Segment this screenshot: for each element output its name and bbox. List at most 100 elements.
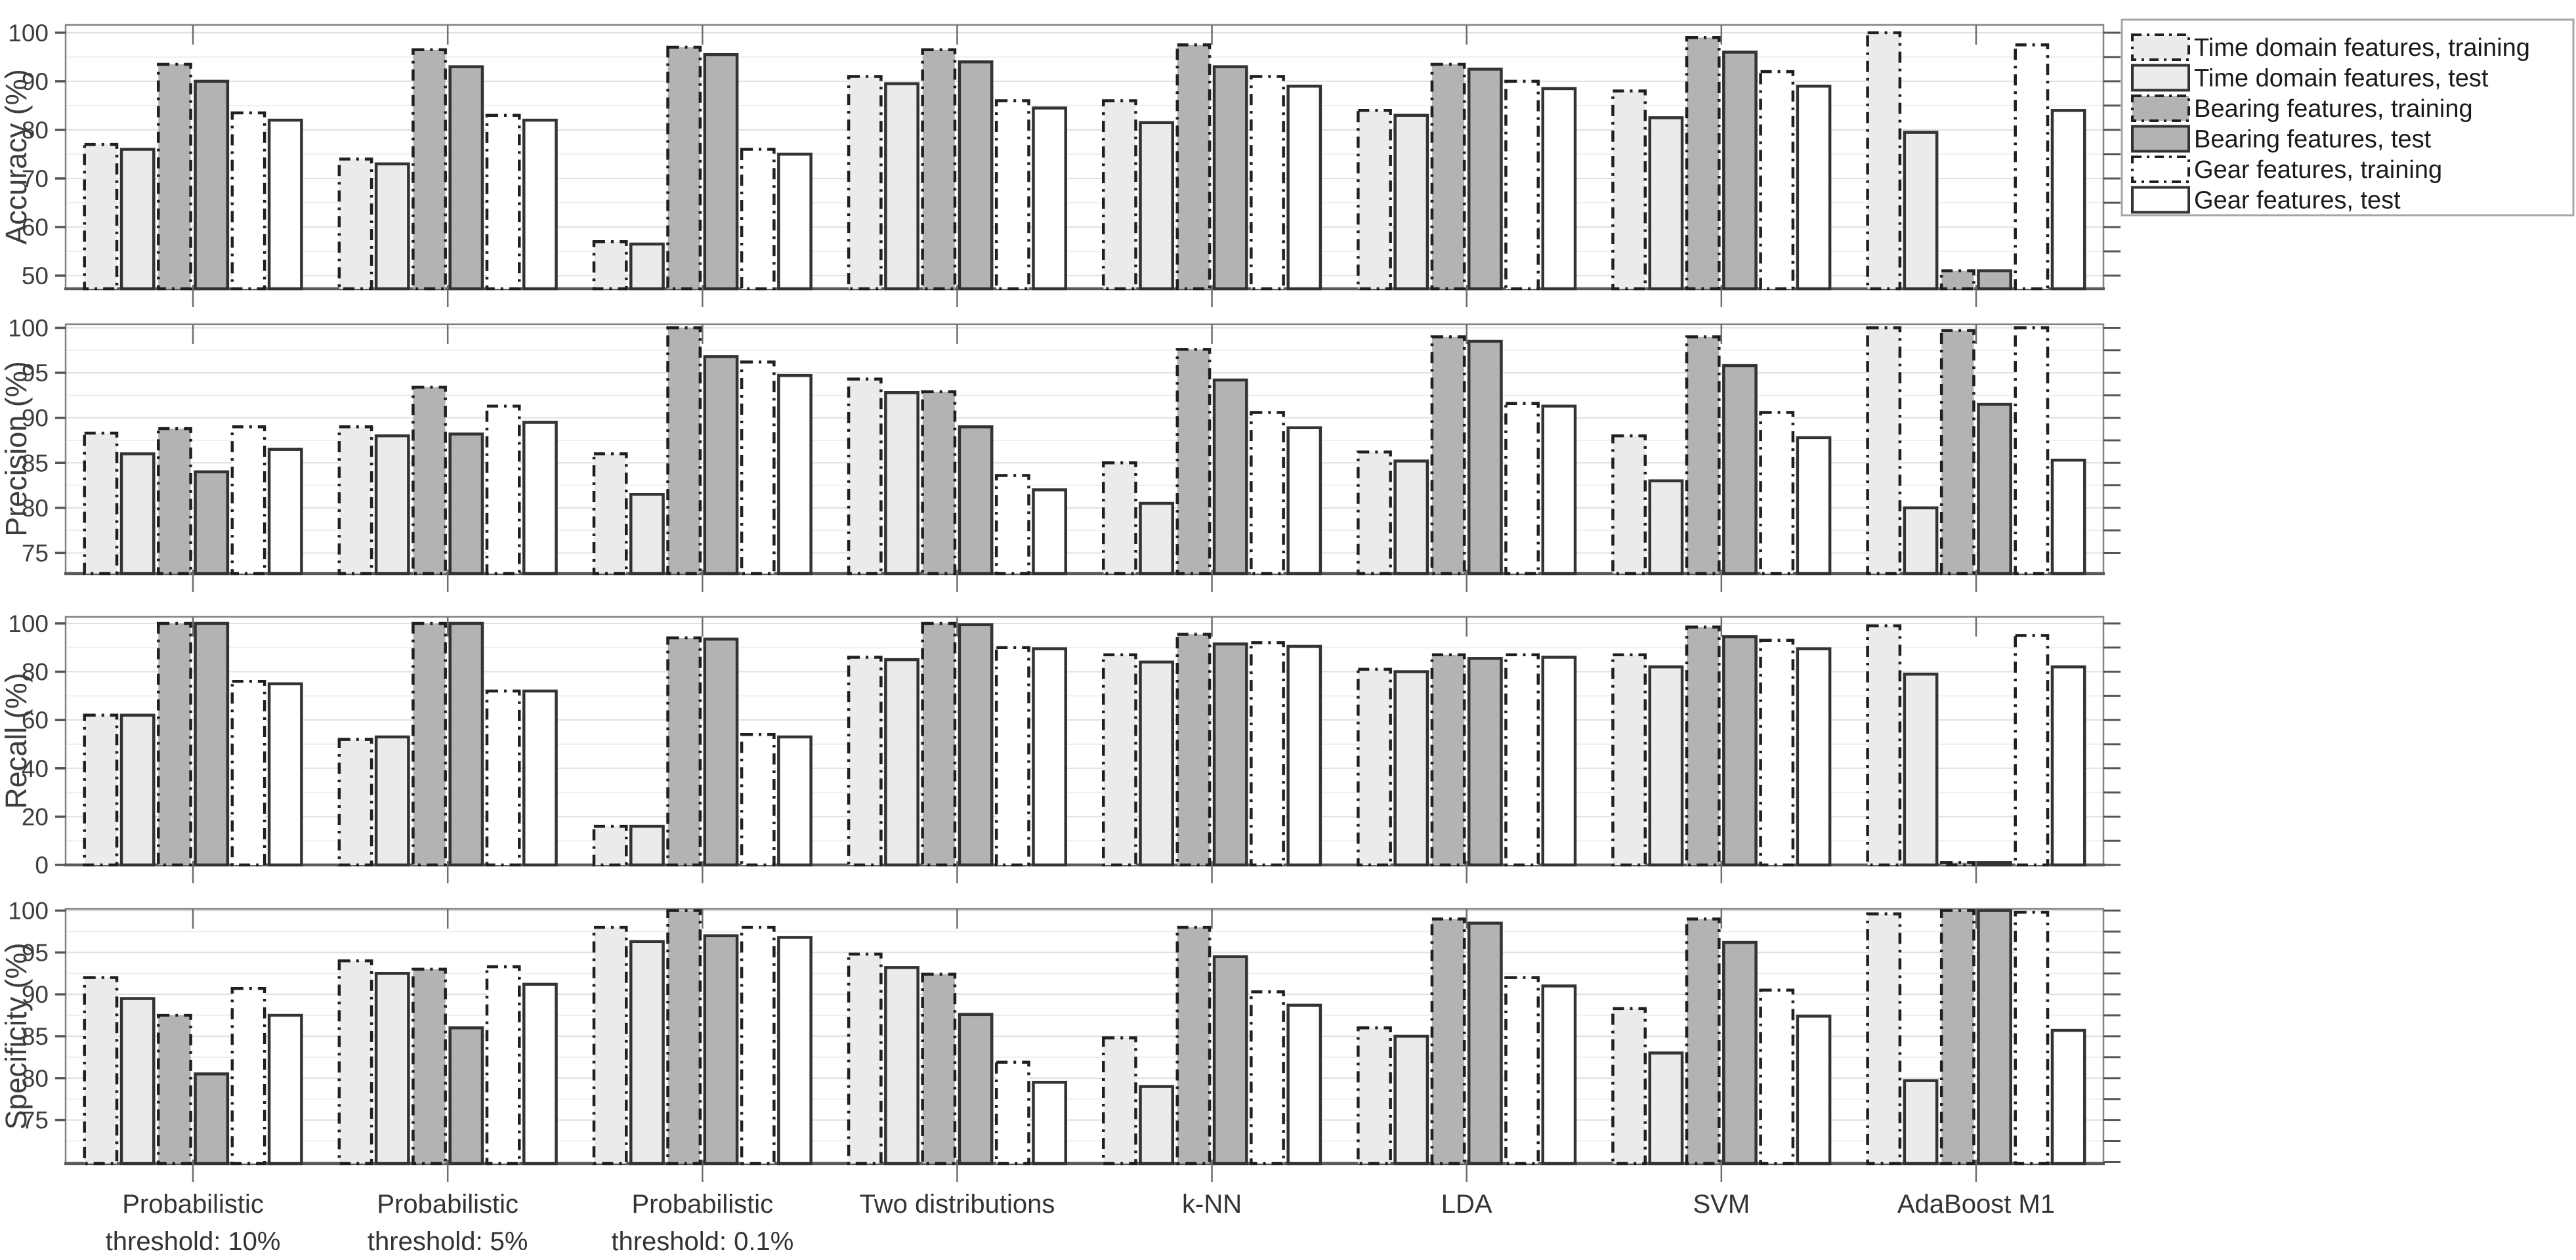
bar	[1504, 976, 1540, 1166]
bar	[847, 952, 883, 1166]
legend-entry-label: Gear features, training	[2194, 156, 2442, 184]
bar	[1101, 1036, 1137, 1166]
y-tick-label: 90	[22, 405, 49, 432]
bar	[1032, 1080, 1068, 1166]
x-category-label: threshold: 10%	[106, 1227, 281, 1256]
bar	[194, 1072, 230, 1166]
bar	[958, 60, 994, 291]
x-category-label: Two distributions	[859, 1190, 1055, 1219]
bar	[1139, 121, 1175, 291]
bar	[1286, 1003, 1322, 1166]
x-category-label: LDA	[1441, 1190, 1492, 1219]
y-tick-label: 75	[22, 539, 49, 566]
y-tick-label: 40	[22, 755, 49, 782]
bar	[1722, 51, 1758, 291]
bar	[230, 425, 266, 576]
legend-swatch	[2131, 156, 2190, 183]
bar	[485, 114, 521, 291]
bar	[1759, 639, 1795, 867]
bar	[448, 1026, 484, 1166]
bar	[374, 735, 410, 867]
x-category-label: Probabilistic	[377, 1190, 518, 1219]
bar	[2050, 109, 2086, 291]
y-tick-label: 80	[22, 117, 49, 144]
y-tick-label: 100	[8, 898, 49, 925]
bar	[1796, 436, 1832, 576]
bar	[1032, 647, 1068, 867]
bar	[777, 373, 813, 576]
bar	[1467, 68, 1503, 291]
bar	[1866, 624, 1902, 867]
x-category-label: threshold: 0.1%	[611, 1227, 793, 1256]
y-tick-label: 100	[8, 20, 49, 47]
bar	[1648, 479, 1684, 576]
bar	[592, 824, 628, 867]
bar	[1286, 85, 1322, 291]
x-category-label: SVM	[1693, 1190, 1750, 1219]
bar	[884, 658, 919, 867]
y-tick-label: 95	[22, 939, 49, 966]
bar	[1648, 116, 1684, 291]
bar	[448, 65, 484, 291]
bar	[485, 404, 521, 576]
bar	[337, 959, 373, 1166]
y-tick-label: 0	[35, 852, 49, 879]
bar	[194, 79, 230, 291]
bar	[592, 240, 628, 291]
x-category-label: AdaBoost M1	[1897, 1190, 2055, 1219]
bar	[2050, 1028, 2086, 1166]
bar	[522, 421, 558, 576]
bar	[1685, 917, 1721, 1166]
legend: Time domain features, training Time domai…	[2121, 18, 2575, 217]
bar	[412, 48, 447, 291]
bar	[1648, 1051, 1684, 1166]
bar	[994, 1060, 1030, 1166]
bar	[666, 326, 702, 576]
bar	[83, 976, 119, 1166]
bar	[1101, 99, 1137, 291]
bar	[958, 623, 994, 867]
bar	[1611, 1007, 1647, 1166]
bar	[884, 82, 919, 291]
legend-entry-label: Time domain features, training	[2194, 34, 2530, 62]
bar	[485, 965, 521, 1166]
bar	[1977, 861, 2012, 867]
bar	[194, 470, 230, 576]
bar	[1685, 35, 1721, 291]
bar	[847, 656, 883, 867]
bar	[629, 940, 665, 1166]
bar	[740, 732, 776, 867]
y-tick-label: 60	[22, 707, 49, 734]
bar	[374, 162, 410, 291]
bar	[1212, 378, 1248, 576]
bar	[1357, 450, 1392, 576]
bar	[1866, 912, 1902, 1166]
bar	[1977, 402, 2012, 576]
bar	[666, 636, 702, 867]
y-tick-label: 20	[22, 803, 49, 830]
bar	[1393, 1034, 1429, 1166]
legend-swatch	[2131, 94, 2190, 122]
bar	[1430, 917, 1466, 1166]
bar	[1939, 329, 1975, 576]
bar	[1032, 488, 1068, 576]
bar	[2014, 43, 2050, 291]
bar	[666, 909, 702, 1166]
y-tick-label: 85	[22, 1023, 49, 1050]
x-category-label: Probabilistic	[122, 1190, 264, 1219]
bar	[1903, 1079, 1939, 1166]
bar	[119, 452, 156, 576]
bar	[592, 452, 628, 576]
bar	[1796, 85, 1832, 291]
bar	[1467, 339, 1503, 576]
y-tick-label: 80	[22, 1065, 49, 1092]
bar	[1175, 925, 1212, 1166]
bar	[1101, 461, 1137, 576]
bar	[2014, 634, 2050, 867]
bar	[1722, 940, 1758, 1166]
bar	[83, 431, 119, 576]
bar	[448, 432, 484, 576]
y-axis-title: Accuracy (%)	[0, 69, 33, 245]
